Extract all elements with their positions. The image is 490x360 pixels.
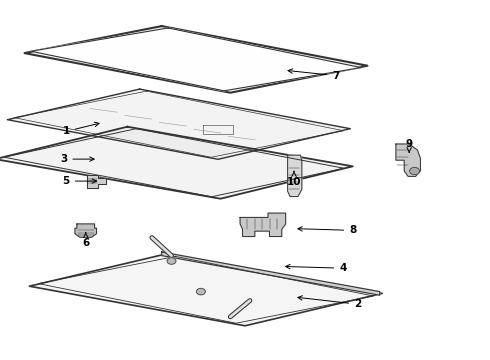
Text: 2: 2	[298, 296, 361, 309]
Polygon shape	[24, 26, 368, 93]
Polygon shape	[162, 252, 380, 295]
Polygon shape	[0, 127, 353, 199]
Text: 1: 1	[63, 122, 99, 136]
Text: 3: 3	[60, 154, 94, 164]
Text: 4: 4	[286, 263, 347, 273]
Polygon shape	[87, 175, 106, 188]
Polygon shape	[288, 155, 302, 197]
Circle shape	[410, 167, 419, 175]
Polygon shape	[75, 224, 97, 237]
Polygon shape	[31, 28, 361, 91]
Text: 5: 5	[63, 176, 97, 186]
Circle shape	[167, 258, 176, 264]
Text: 8: 8	[298, 225, 356, 235]
Text: 7: 7	[288, 69, 340, 81]
Text: 10: 10	[287, 171, 301, 187]
Text: 6: 6	[82, 233, 89, 248]
Polygon shape	[396, 144, 420, 176]
Polygon shape	[240, 213, 286, 237]
Polygon shape	[29, 254, 382, 326]
Text: 9: 9	[406, 139, 413, 152]
Circle shape	[196, 288, 205, 295]
Polygon shape	[7, 89, 350, 159]
